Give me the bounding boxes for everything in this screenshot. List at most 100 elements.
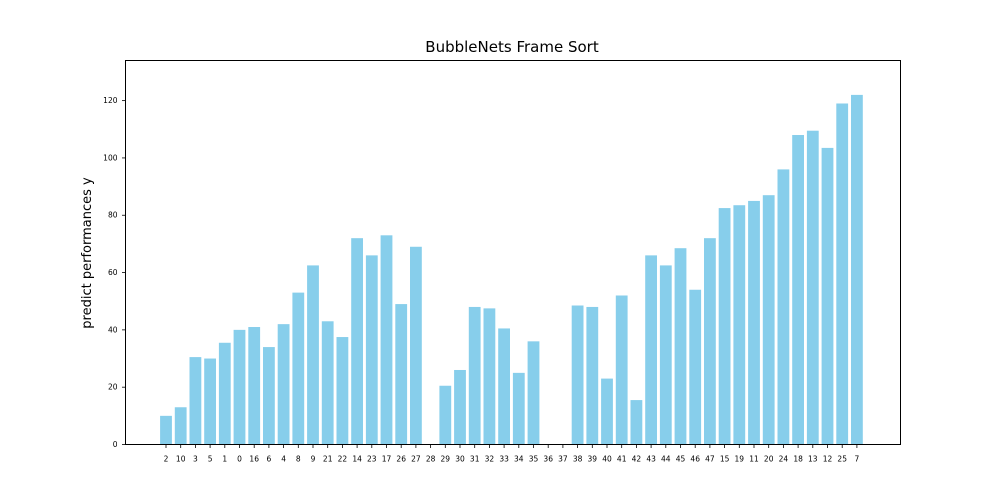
x-tick-label: 12: [823, 455, 833, 464]
y-tick-label: 60: [108, 268, 118, 277]
x-tick-label: 43: [646, 455, 656, 464]
x-tick-label: 24: [779, 455, 789, 464]
bar-45: [674, 248, 687, 445]
x-tick-label: 0: [237, 455, 242, 464]
bar-40: [601, 378, 613, 445]
y-axis-ticks: 0 20 40 60 80 100 120: [103, 96, 126, 449]
bar-10: [174, 407, 187, 445]
x-tick-label: 15: [720, 455, 730, 464]
x-tick-label: 41: [617, 455, 627, 464]
x-tick-label: 42: [632, 455, 642, 464]
x-tick-label: 40: [602, 455, 612, 464]
bar-35: [527, 341, 540, 445]
x-tick-label: 13: [808, 455, 818, 464]
bar-1: [218, 342, 231, 445]
bar-46: [689, 289, 702, 445]
x-tick-label: 29: [441, 455, 451, 464]
x-axis-ticks: 2 10 3 5 1 0 16 6 4 8 9 21 22 14 23 17 26 27 28 29 30 31 32 33 3…: [164, 444, 860, 464]
bar-31: [468, 306, 481, 445]
bar-15: [718, 208, 731, 445]
bar-4: [277, 324, 290, 445]
x-tick-label: 27: [411, 455, 421, 464]
x-tick-label: 28: [426, 455, 436, 464]
y-tick-label: 120: [103, 96, 118, 105]
x-tick-label: 32: [485, 455, 495, 464]
bar-12: [821, 147, 834, 445]
x-tick-label: 5: [208, 455, 213, 464]
bar-5: [204, 358, 216, 445]
y-tick-label: 20: [108, 383, 118, 392]
x-tick-label: 26: [396, 455, 406, 464]
x-tick-label: 45: [676, 455, 686, 464]
x-tick-label: 17: [382, 455, 392, 464]
x-tick-label: 35: [529, 455, 539, 464]
x-tick-label: 38: [573, 455, 583, 464]
chart-title: BubbleNets Frame Sort: [425, 38, 599, 56]
bar-8: [292, 292, 305, 445]
x-tick-label: 47: [705, 455, 715, 464]
x-tick-label: 16: [249, 455, 259, 464]
y-tick-label: 40: [108, 325, 118, 334]
x-tick-label: 7: [855, 455, 860, 464]
x-tick-label: 2: [164, 455, 169, 464]
bar-13: [806, 130, 819, 445]
x-tick-label: 10: [176, 455, 186, 464]
x-tick-label: 8: [296, 455, 301, 464]
x-tick-label: 9: [311, 455, 316, 464]
x-tick-label: 31: [470, 455, 480, 464]
x-tick-label: 21: [323, 455, 333, 464]
x-tick-label: 4: [281, 455, 286, 464]
x-tick-label: 20: [764, 455, 774, 464]
bar-6: [263, 347, 275, 445]
x-tick-label: 14: [352, 455, 362, 464]
bar-30: [454, 369, 466, 445]
bars-group: [160, 94, 863, 445]
bar-9: [307, 265, 319, 445]
x-tick-label: 6: [267, 455, 272, 464]
bar-33: [498, 328, 510, 445]
x-tick-label: 37: [558, 455, 568, 464]
bar-23: [365, 255, 378, 445]
bar-38: [571, 305, 584, 445]
bar-34: [512, 372, 525, 445]
x-tick-label: 1: [222, 455, 227, 464]
plot-frame: [125, 60, 901, 445]
x-tick-label: 34: [514, 455, 524, 464]
x-tick-label: 44: [661, 455, 671, 464]
bar-2: [160, 415, 172, 445]
bar-14: [351, 238, 363, 445]
bar-11: [748, 200, 760, 445]
bar-19: [733, 205, 746, 445]
x-tick-label: 3: [193, 455, 198, 464]
bar-25: [836, 103, 849, 445]
x-tick-label: 23: [367, 455, 377, 464]
y-tick-label: 100: [103, 153, 118, 162]
y-tick-label: 0: [113, 440, 118, 449]
bar-17: [380, 235, 393, 445]
x-tick-label: 46: [690, 455, 700, 464]
bar-43: [645, 255, 657, 445]
bar-18: [792, 135, 804, 445]
bar-47: [704, 238, 716, 445]
x-tick-label: 39: [588, 455, 598, 464]
bar-16: [248, 327, 261, 445]
x-tick-label: 33: [499, 455, 509, 464]
x-tick-label: 11: [749, 455, 759, 464]
y-tick-label: 80: [108, 211, 118, 220]
bar-26: [395, 304, 408, 445]
bar-7: [851, 94, 863, 445]
bar-29: [439, 385, 452, 445]
bar-0: [233, 329, 246, 445]
x-tick-label: 30: [455, 455, 465, 464]
x-tick-label: 36: [543, 455, 553, 464]
x-tick-label: 19: [735, 455, 745, 464]
x-tick-label: 22: [338, 455, 348, 464]
bar-42: [630, 400, 643, 445]
bar-21: [321, 321, 334, 445]
bar-39: [586, 306, 599, 445]
y-axis-label: predict performances y: [80, 177, 95, 329]
bar-32: [483, 308, 496, 445]
x-tick-label: 18: [793, 455, 803, 464]
